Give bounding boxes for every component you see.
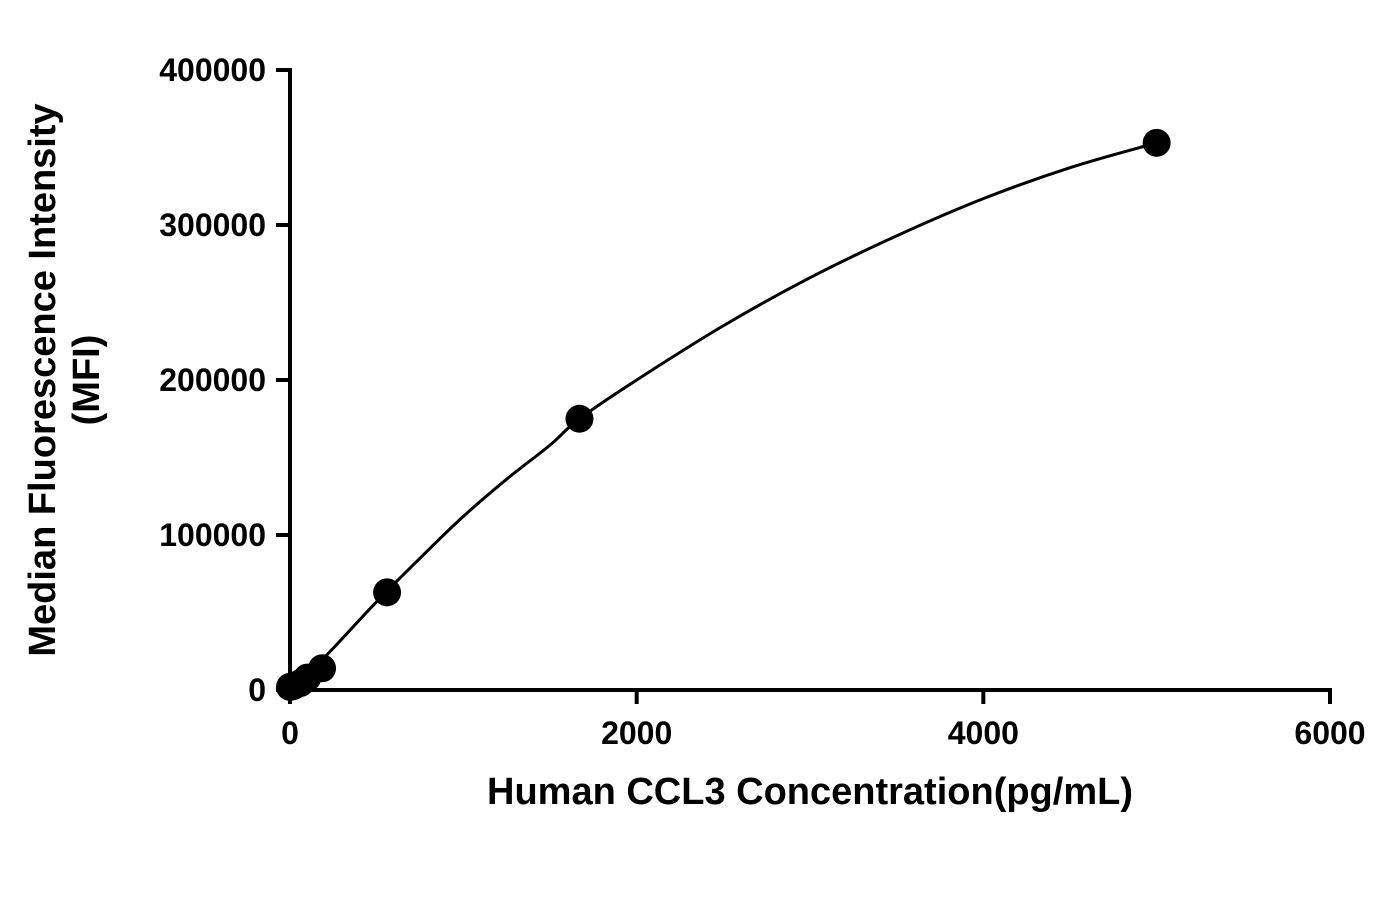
x-tick-label: 6000 — [1294, 715, 1365, 751]
y-tick-label: 400000 — [159, 52, 266, 88]
chart-svg: 0 2000 4000 6000 0 100000 200000 300000 400000 Hu… — [0, 0, 1394, 902]
chart-area: 0 2000 4000 6000 0 100000 200000 300000 400000 Hu… — [0, 0, 1394, 902]
x-tick-label: 2000 — [601, 715, 672, 751]
data-marker — [308, 654, 336, 682]
y-tick-label: 300000 — [159, 207, 266, 243]
x-tick-label: 4000 — [948, 715, 1019, 751]
data-marker — [1143, 129, 1171, 157]
svg-text:Median Fluorescence Intensity: Median Fluorescence Intensity — [22, 103, 64, 656]
svg-text:(MFI): (MFI) — [66, 335, 108, 426]
y-tick-label: 100000 — [159, 517, 266, 553]
x-tick-label: 0 — [281, 715, 299, 751]
y-tick-label: 200000 — [159, 362, 266, 398]
x-axis-label: Human CCL3 Concentration(pg/mL) — [487, 771, 1133, 813]
chart-background — [0, 0, 1394, 902]
data-marker — [373, 578, 401, 606]
data-marker — [565, 405, 593, 433]
y-tick-label: 0 — [248, 672, 266, 708]
